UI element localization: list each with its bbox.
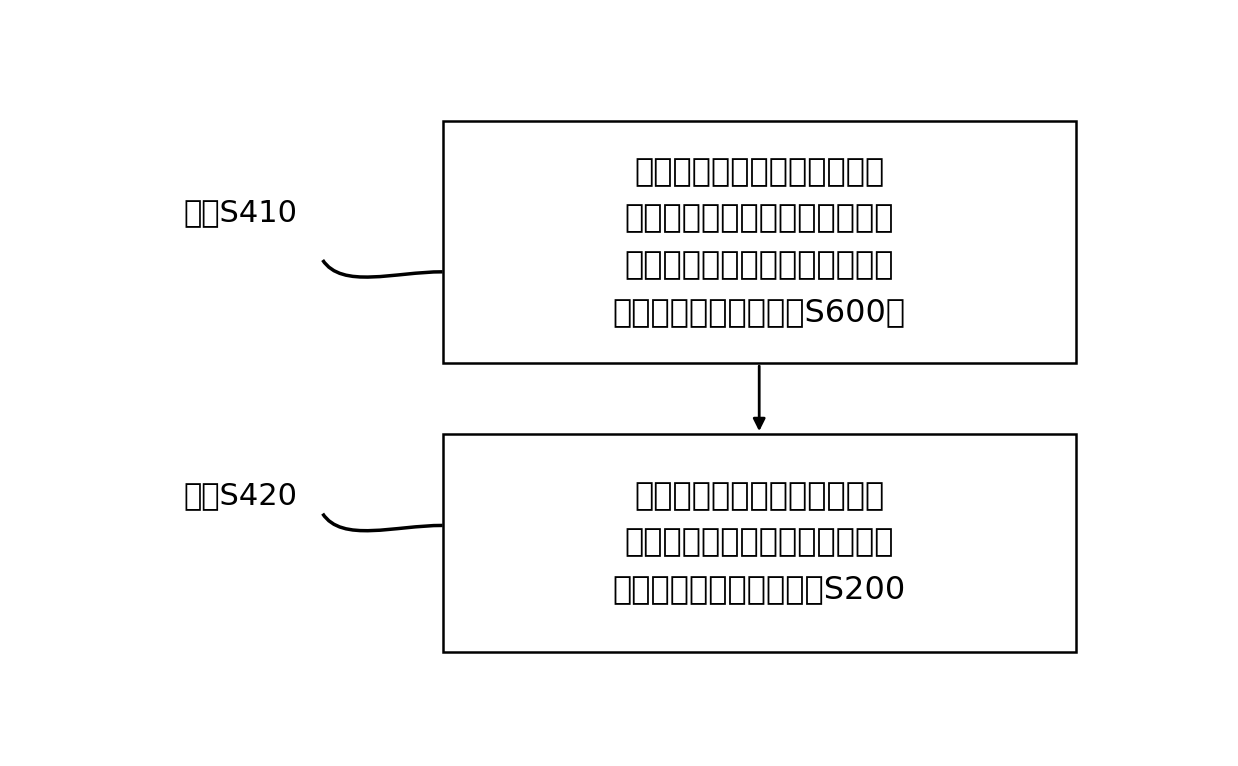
FancyBboxPatch shape (443, 121, 1076, 363)
Text: 如果时间窗口的长度参数已经
最小，则停止迭代，报告被测时
钟频率测算无法实现，结束频率
测算过程，跳转到步骤S600。: 如果时间窗口的长度参数已经 最小，则停止迭代，报告被测时 钟频率测算无法实现，结… (613, 157, 906, 328)
FancyBboxPatch shape (443, 434, 1076, 653)
Text: 如果时间窗口的长度参数非最
小值，则时间窗口的长度参数参
数下调一格。返回到步骤S200: 如果时间窗口的长度参数非最 小值，则时间窗口的长度参数参 数下调一格。返回到步骤… (613, 481, 906, 605)
Text: 步骤S420: 步骤S420 (183, 482, 297, 510)
Text: 步骤S410: 步骤S410 (183, 198, 297, 228)
